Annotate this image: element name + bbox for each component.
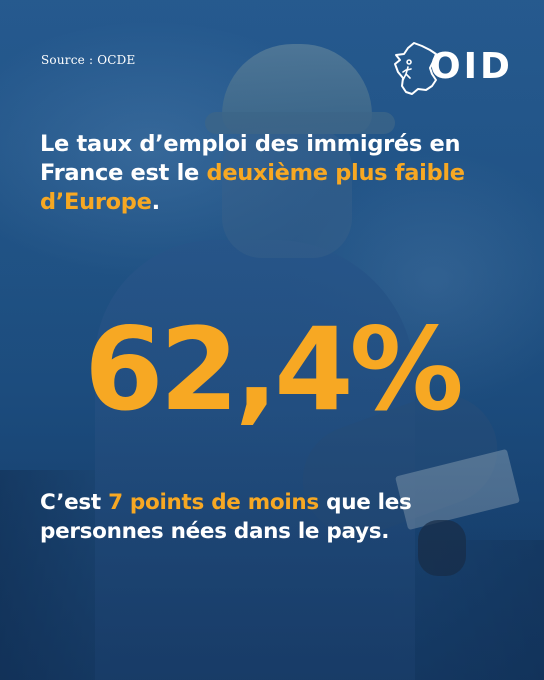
logo-text: OID xyxy=(430,46,513,87)
subline: C’est 7 points de moins que les personne… xyxy=(40,488,510,546)
headline: Le taux d’emploi des immigrés en France … xyxy=(40,130,500,217)
stat-value: 62,4% xyxy=(84,303,464,436)
headline-highlight: deuxième plus faible d’Europe xyxy=(40,160,465,215)
subline-highlight: 7 points de moins xyxy=(108,490,319,515)
subline-end: que les personnes nées dans le pays. xyxy=(40,490,412,544)
oid-logo: OID xyxy=(392,40,510,100)
source-label: Source : OCDE xyxy=(41,53,136,67)
france-map-outline-icon xyxy=(394,42,437,95)
headline-text: Le taux d’emploi des immigrés en France … xyxy=(40,131,461,186)
subline-text: C’est xyxy=(40,490,109,515)
headline-end: . xyxy=(151,189,161,215)
